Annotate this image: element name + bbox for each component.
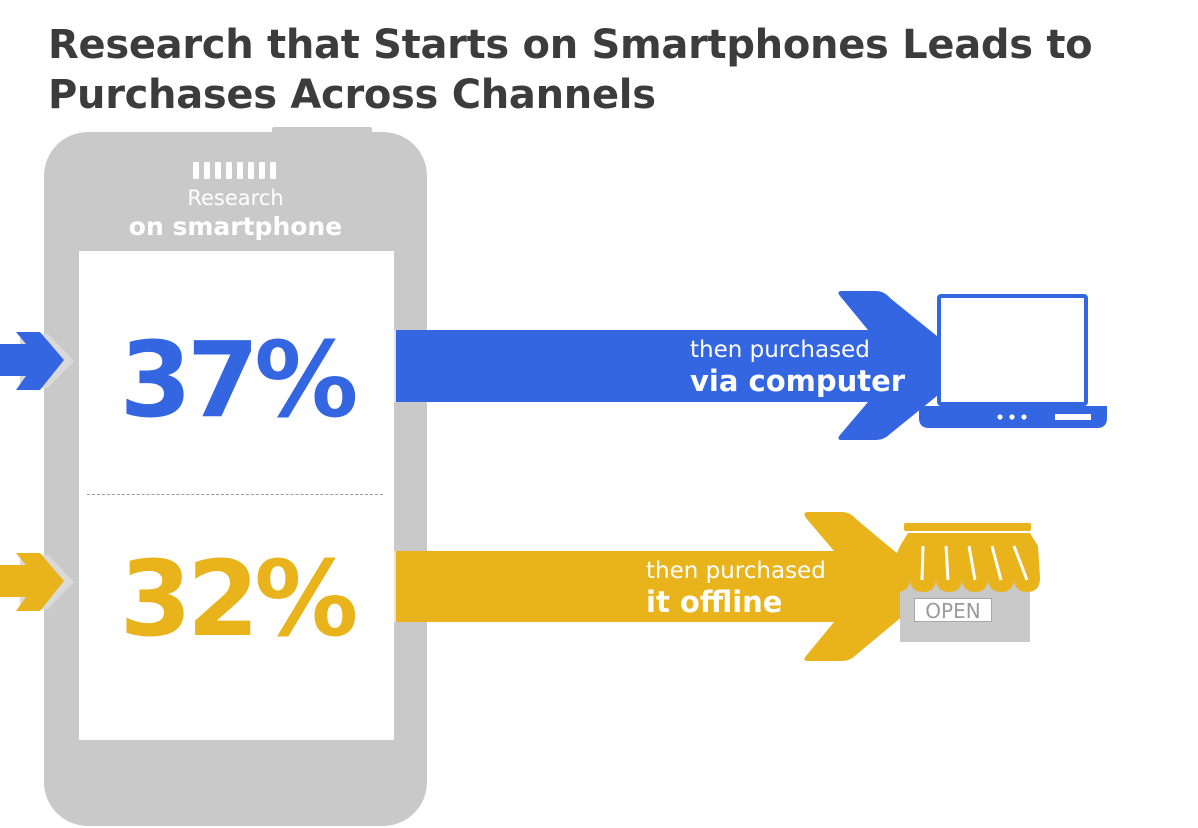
page-title: Research that Starts on Smartphones Lead… xyxy=(48,22,1093,118)
phone-speaker-icon xyxy=(193,162,276,179)
laptop-icon xyxy=(919,294,1107,428)
percent-computer: 37% xyxy=(119,319,359,441)
phone-top-button xyxy=(272,127,372,135)
screen-divider xyxy=(87,494,383,495)
phone-screen xyxy=(79,251,394,740)
computer-arrow-label: then purchased via computer xyxy=(690,336,905,398)
blue-arrow-to-computer xyxy=(394,291,968,440)
offline-arrow-label: then purchased it offline xyxy=(646,557,826,619)
incoming-arrow-blue-icon xyxy=(0,332,74,390)
computer-label-line2: via computer xyxy=(690,364,906,398)
phone-label-on-smartphone: on smartphone xyxy=(128,212,343,241)
yellow-arrow-to-store xyxy=(394,512,932,661)
percent-offline: 32% xyxy=(119,538,359,660)
offline-label-line1: then purchased xyxy=(646,558,826,584)
storefront-icon xyxy=(885,523,1040,642)
offline-label-line2: it offline xyxy=(646,585,783,619)
computer-label-line1: then purchased xyxy=(690,337,870,363)
incoming-arrow-yellow-icon xyxy=(0,553,74,611)
phone-label-research: Research xyxy=(187,186,284,210)
open-sign: OPEN xyxy=(914,598,992,623)
